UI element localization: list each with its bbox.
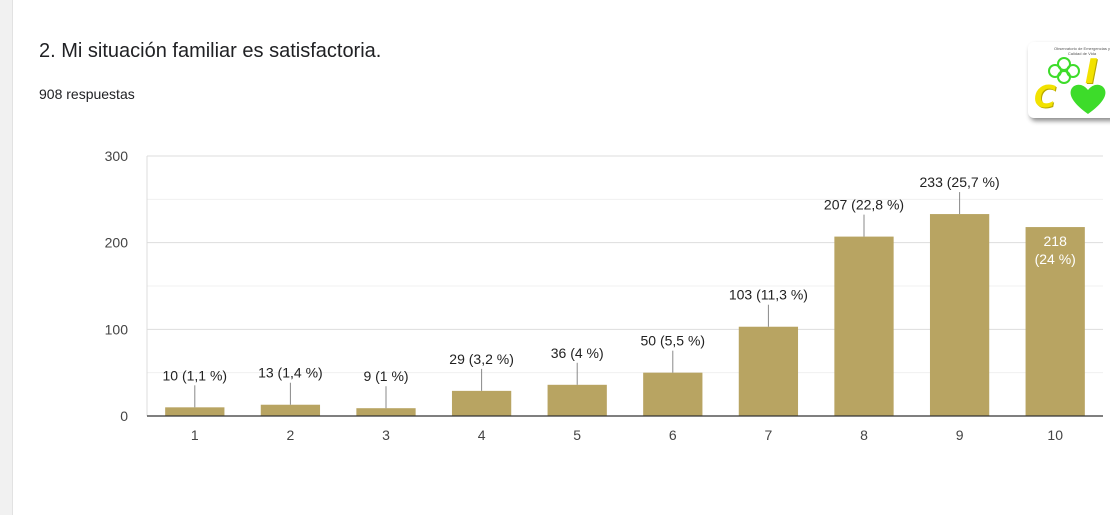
- logo-letter-i: I: [1085, 52, 1098, 92]
- heart-icon: [1070, 84, 1106, 114]
- response-count: 908 respuestas: [39, 86, 135, 102]
- data-label: 9 (1 %): [363, 368, 408, 384]
- bar: [547, 384, 607, 416]
- data-label: 233 (25,7 %): [920, 174, 1000, 190]
- x-tick-label: 9: [956, 427, 964, 443]
- x-tick-label: 4: [478, 427, 486, 443]
- bar: [165, 407, 225, 416]
- bar: [834, 236, 894, 416]
- x-tick-label: 2: [287, 427, 295, 443]
- data-label: 36 (4 %): [551, 345, 604, 361]
- data-label: 103 (11,3 %): [729, 287, 808, 303]
- data-label: 29 (3,2 %): [449, 351, 514, 367]
- data-label: 13 (1,4 %): [258, 365, 323, 381]
- logo-letter-c: C: [1034, 80, 1057, 115]
- bar: [643, 372, 703, 416]
- x-tick-label: 7: [765, 427, 773, 443]
- data-label: 207 (22,8 %): [824, 197, 904, 213]
- data-label: 218: [1044, 233, 1068, 249]
- data-label: (24 %): [1035, 251, 1076, 267]
- y-tick-label: 0: [120, 408, 128, 424]
- question-card: 2. Mi situación familiar es satisfactori…: [12, 0, 1110, 515]
- bar: [738, 326, 799, 416]
- logo: Observatorio de Emergencias y Calidad de…: [1028, 42, 1110, 118]
- clover-icon: [1048, 57, 1080, 84]
- x-tick-label: 3: [382, 427, 390, 443]
- bar: [451, 390, 512, 416]
- bar: [260, 404, 321, 416]
- x-tick-label: 5: [573, 427, 581, 443]
- data-label: 10 (1,1 %): [163, 367, 228, 383]
- bar: [356, 408, 416, 416]
- y-tick-label: 100: [105, 321, 129, 337]
- y-tick-label: 300: [105, 148, 129, 164]
- bar: [1025, 227, 1085, 416]
- x-tick-label: 1: [191, 427, 199, 443]
- x-tick-label: 8: [860, 427, 868, 443]
- y-tick-label: 200: [105, 235, 129, 251]
- x-tick-label: 6: [669, 427, 677, 443]
- x-tick-label: 10: [1047, 427, 1063, 443]
- data-label: 50 (5,5 %): [641, 333, 706, 349]
- question-title: 2. Mi situación familiar es satisfactori…: [39, 40, 382, 62]
- logo-caption: Observatorio de Emergencias y Calidad de…: [1053, 46, 1110, 56]
- bar: [929, 214, 990, 416]
